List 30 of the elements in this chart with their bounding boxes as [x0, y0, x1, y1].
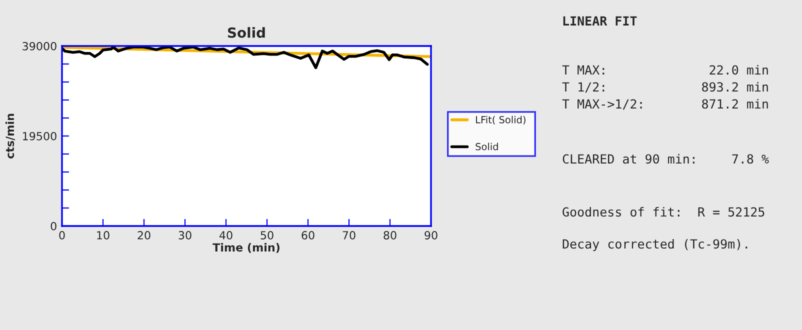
text: 893.2 min	[702, 82, 768, 92]
text: Decay corrected (Tc-99m).	[562, 238, 748, 252]
text: T MAX:	[562, 65, 604, 74]
chart-title: Solid	[228, 27, 265, 38]
x-tick-label: 40	[219, 231, 232, 240]
x-tick-label: 30	[178, 231, 192, 240]
text: 22.0 min	[710, 64, 768, 75]
text: T MAX->1/2:	[562, 99, 642, 110]
x-tick-label: 90	[424, 231, 438, 240]
text: Goodness of fit: R = 52125	[562, 206, 764, 217]
text: LINEAR FIT	[563, 16, 637, 26]
text: CLEARED at 90 min:	[562, 154, 694, 164]
y-tick-label: 0	[50, 222, 56, 230]
x-tick-label: 10	[97, 231, 110, 240]
x-tick-label: 60	[302, 231, 314, 240]
text: 871.2 min	[702, 98, 768, 109]
line-series	[62, 46, 429, 70]
text: T 1/2:	[562, 82, 604, 93]
x-tick-label: 50	[260, 231, 274, 240]
y-tick-label: 19500	[23, 132, 56, 140]
x-tick-label: 0	[59, 231, 65, 240]
x-tick-label: 70	[342, 231, 356, 240]
y-tick-label: 39000	[22, 42, 56, 50]
legend-label: Solid	[476, 142, 498, 150]
x-axis-title: Time (min)	[212, 243, 280, 253]
x-tick-label: 80	[384, 231, 396, 240]
x-tick-label: 20	[138, 231, 150, 240]
text: 7.8 %	[732, 154, 769, 164]
legend-label: LFit( Solid)	[476, 116, 526, 125]
y-axis-title: cts/min	[5, 114, 15, 158]
